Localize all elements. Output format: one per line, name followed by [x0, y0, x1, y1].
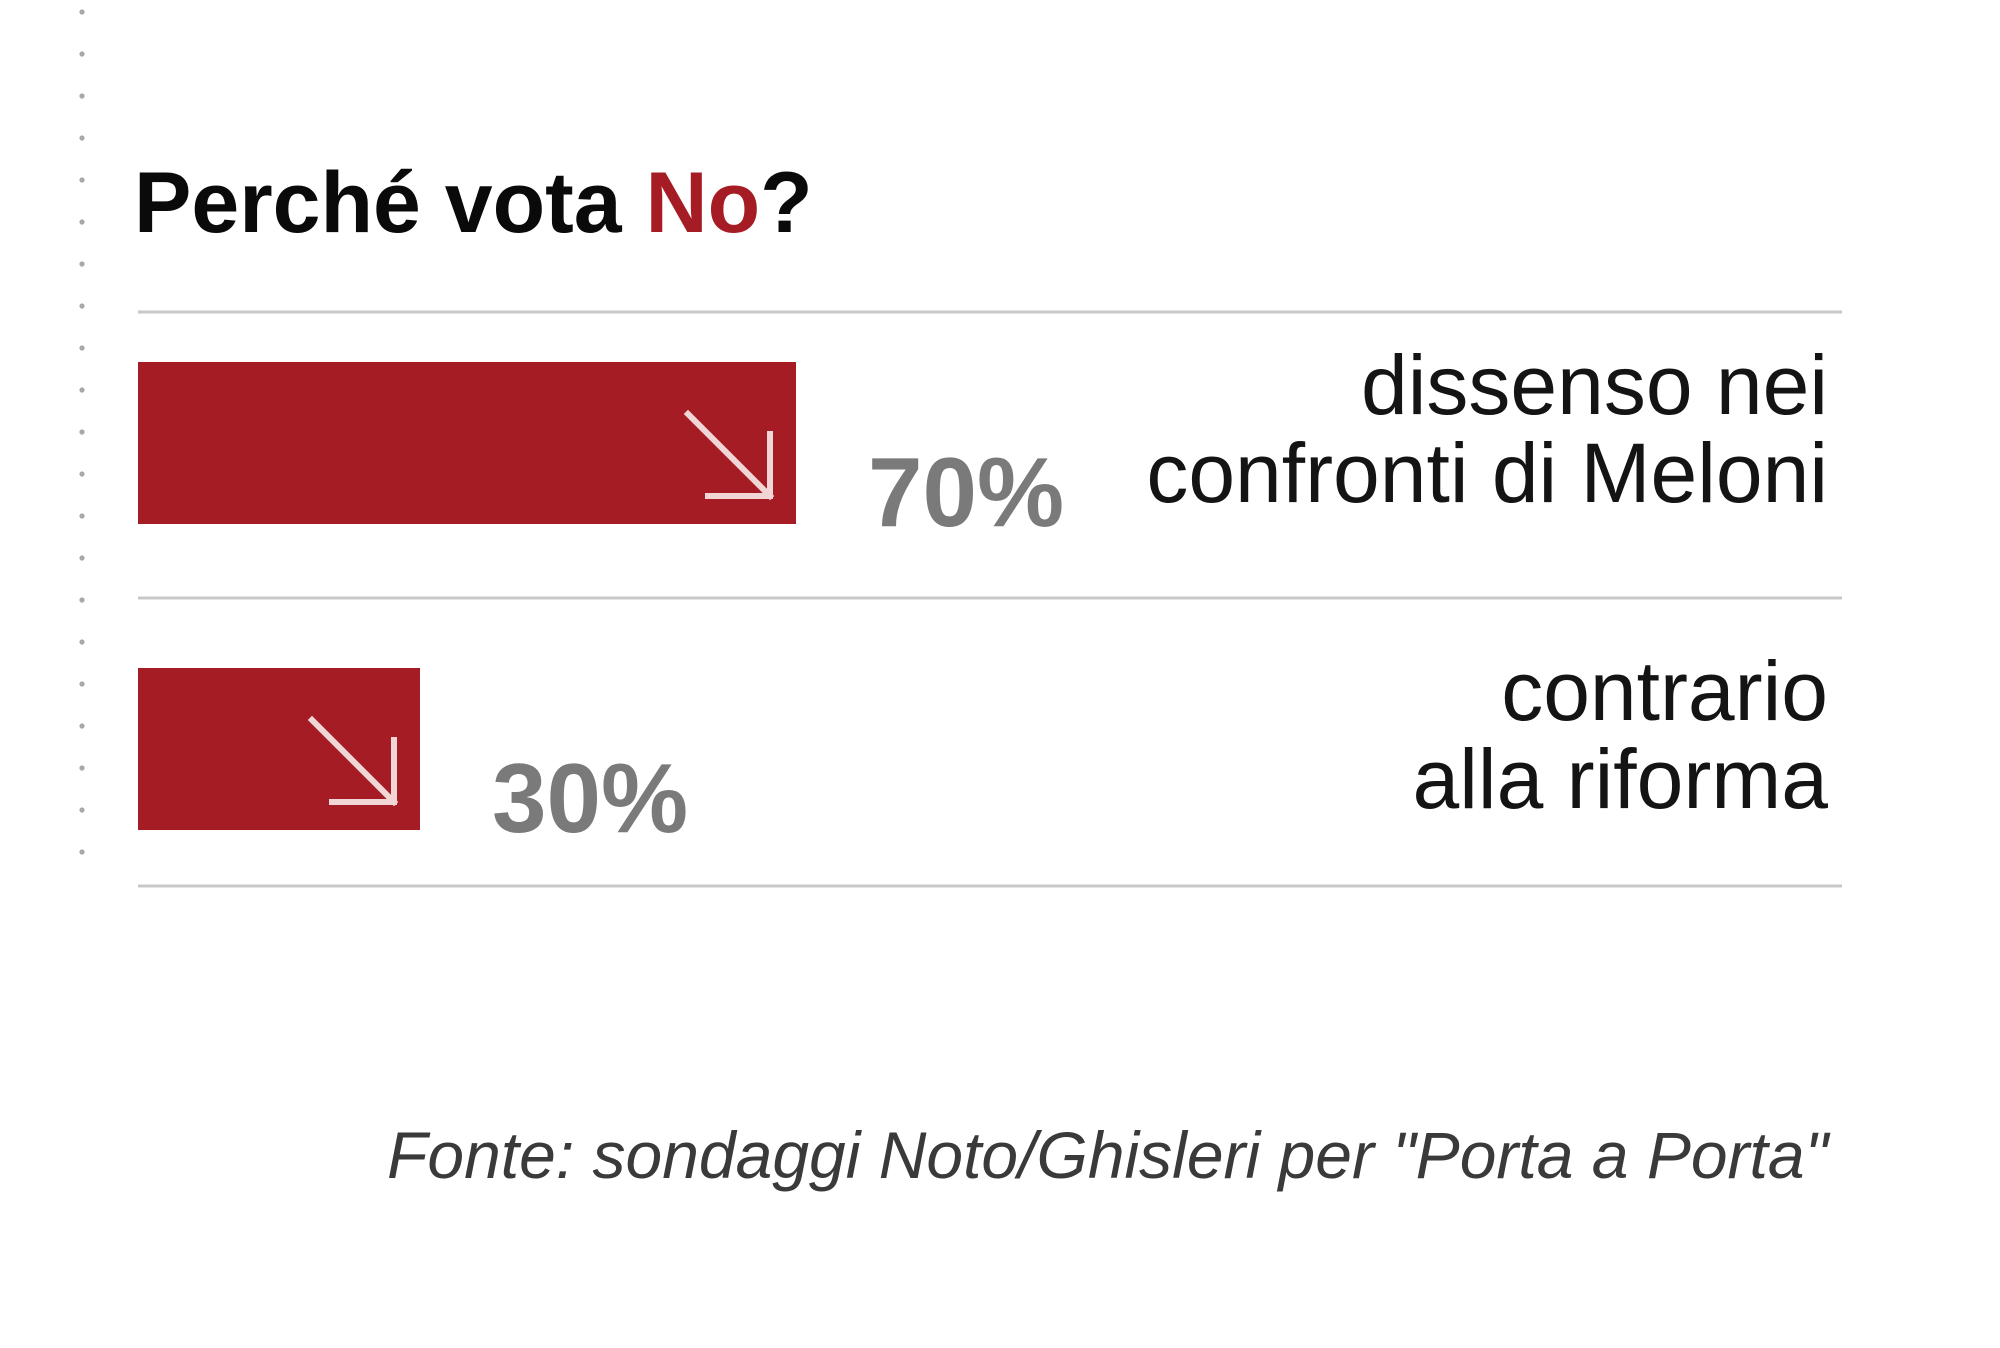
margin-dot [79, 807, 85, 813]
category-label: contrario [1501, 644, 1828, 738]
margin-dot [79, 513, 85, 519]
row-separators [138, 310, 1842, 888]
title-prefix: Perché vota [134, 155, 645, 251]
margin-dot [79, 93, 85, 99]
value-label: 70% [868, 437, 1064, 547]
margin-dot [79, 429, 85, 435]
row-separator [138, 884, 1842, 888]
title-suffix: ? [760, 155, 813, 251]
margin-dot [79, 177, 85, 183]
margin-dot [79, 345, 85, 351]
margin-dot [79, 471, 85, 477]
margin-dot [79, 303, 85, 309]
margin-dot [79, 9, 85, 15]
source-note: Fonte: sondaggi Noto/Ghisleri per "Porta… [387, 1118, 1831, 1192]
category-label: alla riforma [1413, 732, 1829, 826]
margin-dot [79, 135, 85, 141]
margin-dot [79, 765, 85, 771]
margin-dot [79, 639, 85, 645]
margin-dot [79, 849, 85, 855]
margin-dot [79, 219, 85, 225]
dotted-margin-line [79, 9, 85, 855]
margin-dot [79, 681, 85, 687]
arrow-down-right-icon [683, 409, 775, 501]
bar [138, 362, 796, 524]
row-separator [138, 310, 1842, 314]
margin-dot [79, 387, 85, 393]
margin-dot [79, 261, 85, 267]
value-label: 30% [492, 743, 688, 853]
category-label: confronti di Meloni [1146, 426, 1828, 520]
title-highlight: No [645, 155, 760, 251]
margin-dot [79, 51, 85, 57]
margin-dot [79, 723, 85, 729]
chart-title: Perché vota No? [134, 155, 813, 251]
bar [138, 668, 420, 830]
row-separator [138, 596, 1842, 600]
arrow-down-right-icon [307, 715, 399, 807]
margin-dot [79, 597, 85, 603]
category-label: dissenso nei [1361, 338, 1828, 432]
margin-dot [79, 555, 85, 561]
